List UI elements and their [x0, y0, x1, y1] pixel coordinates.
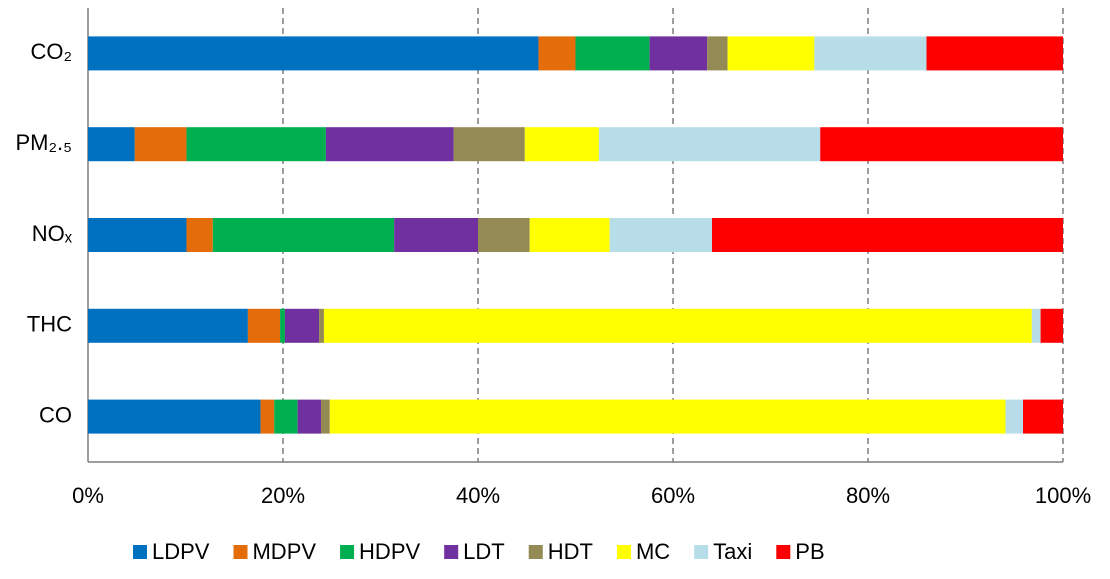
bar-segment — [1023, 399, 1063, 434]
bar-segment — [814, 36, 927, 71]
bar-segment — [186, 127, 326, 162]
legend-swatch — [528, 545, 543, 559]
bar-segment — [134, 127, 187, 162]
bar-segment — [88, 36, 539, 71]
bar-segment — [529, 218, 610, 252]
legend-label: LDPV — [152, 539, 210, 564]
legend-label: LDT — [463, 539, 505, 564]
legend-swatch — [233, 545, 248, 559]
bar-segment — [727, 36, 815, 71]
x-tick-label: 60% — [651, 483, 695, 508]
legend-label: PB — [795, 539, 824, 564]
bar-segment — [609, 218, 712, 252]
bar-segment — [247, 308, 281, 343]
bar-segment — [926, 36, 1063, 71]
bar-segment — [478, 218, 530, 252]
bar-segment — [524, 127, 599, 162]
bar-segment — [598, 127, 821, 162]
bar-segment — [820, 127, 1063, 162]
bar-segment — [575, 36, 650, 71]
x-tick-label: 80% — [846, 483, 890, 508]
bar-segment — [1031, 308, 1041, 343]
y-tick-label: PM₂.₅ — [15, 130, 72, 155]
bar-segment — [394, 218, 478, 252]
bar-segment — [88, 308, 248, 343]
bar-segment — [1040, 308, 1063, 343]
x-tick-label: 0% — [72, 483, 104, 508]
legend-label: Taxi — [713, 539, 752, 564]
x-tick-label: 20% — [261, 483, 305, 508]
y-tick-label: THC — [27, 312, 72, 337]
bar-segment — [88, 127, 135, 162]
legend-swatch — [694, 545, 709, 559]
bar-segment — [453, 127, 525, 162]
bar-segment — [284, 308, 320, 343]
legend-label: MDPV — [252, 539, 316, 564]
legend-swatch — [616, 545, 631, 559]
bar-segment — [538, 36, 576, 71]
y-tick-label: CO — [39, 402, 72, 427]
x-tick-label: 40% — [456, 483, 500, 508]
y-tick-label: CO₂ — [30, 39, 72, 64]
bar-segment — [1005, 399, 1024, 434]
bar-segment — [712, 218, 1063, 252]
bar-segment — [212, 218, 395, 252]
legend-swatch — [340, 545, 355, 559]
x-tick-label: 100% — [1035, 483, 1091, 508]
bar-segment — [325, 127, 454, 162]
legend-swatch — [133, 545, 147, 559]
bar-segment — [707, 36, 728, 71]
bar-segment — [274, 399, 298, 434]
bar-segment — [260, 399, 275, 434]
legend-label: HDT — [548, 539, 593, 564]
legend-swatch — [444, 545, 459, 559]
bar-segment — [323, 308, 1032, 343]
bar-segment — [649, 36, 708, 71]
y-tick-label: NOₓ — [32, 221, 73, 246]
bar-segment — [321, 399, 330, 434]
legend-label: MC — [636, 539, 670, 564]
bar-segment — [186, 218, 213, 252]
legend-swatch — [776, 545, 791, 559]
bar-segment — [88, 218, 187, 252]
legend-label: HDPV — [359, 539, 420, 564]
bar-segment — [297, 399, 322, 434]
bar-segment — [329, 399, 1006, 434]
bar-segment — [319, 308, 324, 343]
bar-segment — [88, 399, 261, 434]
bar-segment — [280, 308, 285, 343]
